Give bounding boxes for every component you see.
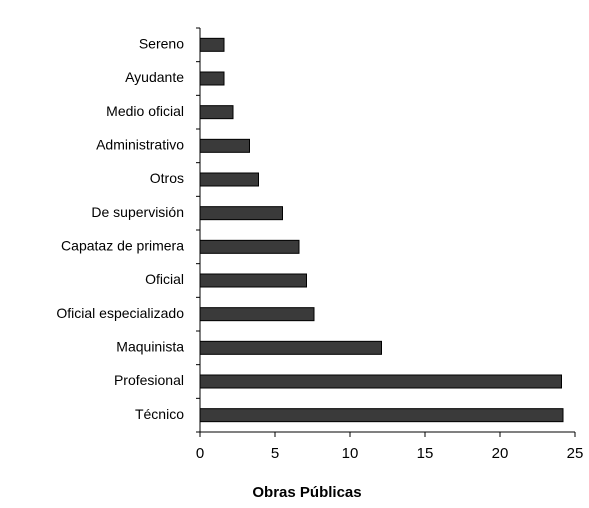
bar [199,138,250,153]
y-tick-label: Ayudante [125,69,184,85]
x-tick-label: 25 [567,445,584,462]
y-tick-label: De supervisión [91,204,184,220]
x-axis-label: Obras Públicas [252,484,361,501]
y-tick-label: Oficial especializado [56,305,184,321]
bar [199,307,315,322]
x-tick-label: 5 [271,445,279,462]
bar [199,273,307,288]
y-tick-label: Profesional [114,372,184,388]
y-tick-label: Otros [150,170,184,186]
bar [199,239,300,254]
y-tick-label: Medio oficial [106,103,184,119]
bar [199,206,283,221]
bar [199,374,562,389]
x-tick-label: 10 [342,445,359,462]
bar [199,37,225,52]
bar [199,172,259,187]
x-tick-label: 15 [417,445,434,462]
bar [199,71,225,86]
x-tick-label: 20 [492,445,509,462]
x-tick-label: 0 [196,445,204,462]
y-tick-label: Técnico [135,406,184,422]
bar [199,105,234,120]
y-tick-label: Capataz de primera [61,238,184,254]
bar [199,340,382,355]
bar [199,408,564,423]
y-tick-label: Oficial [145,271,184,287]
y-tick-label: Sereno [139,36,184,52]
y-tick-label: Maquinista [116,339,184,355]
y-tick-label: Administrativo [96,137,184,153]
